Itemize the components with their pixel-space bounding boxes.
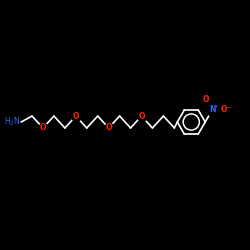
Text: O: O <box>106 124 112 132</box>
Text: H$_2$N: H$_2$N <box>4 116 20 128</box>
Text: O: O <box>203 95 209 104</box>
Text: N: N <box>209 106 216 114</box>
Text: O: O <box>72 112 79 120</box>
Text: O: O <box>138 112 145 120</box>
Text: O: O <box>221 106 227 114</box>
Text: −: − <box>226 104 231 110</box>
Text: +: + <box>213 104 218 110</box>
Text: O: O <box>40 124 46 132</box>
